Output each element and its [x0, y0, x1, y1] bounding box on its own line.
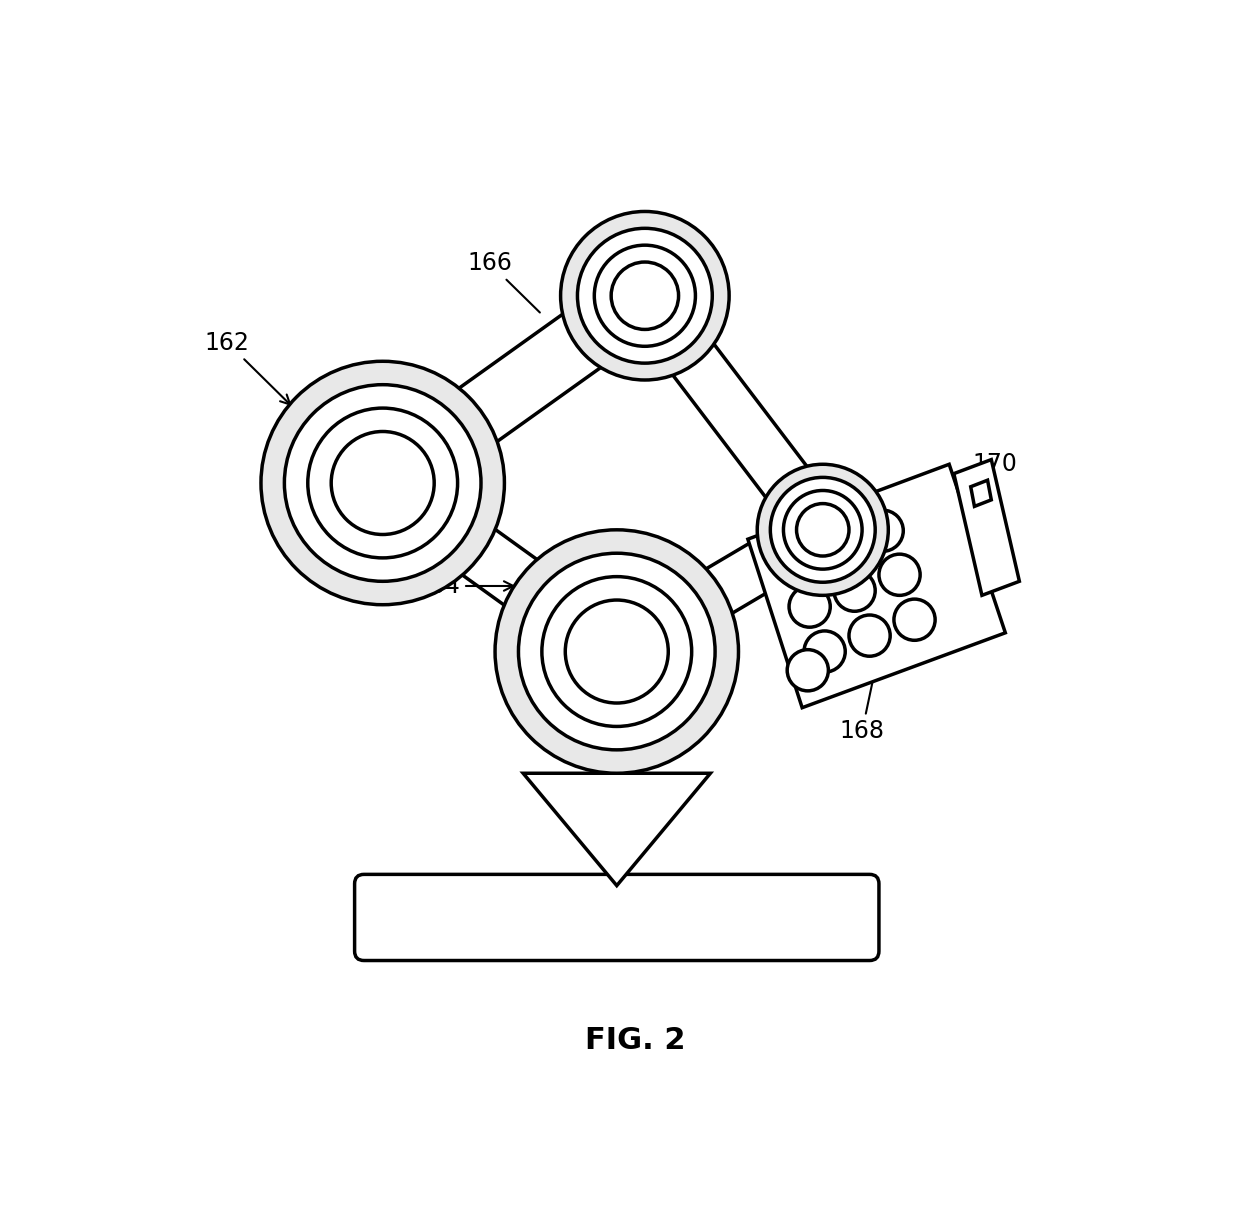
- Circle shape: [495, 530, 739, 773]
- Text: 170: 170: [972, 452, 1018, 483]
- Text: 168: 168: [839, 657, 884, 743]
- Circle shape: [787, 649, 828, 691]
- Circle shape: [879, 554, 920, 596]
- Polygon shape: [604, 507, 836, 674]
- Circle shape: [849, 615, 890, 657]
- Polygon shape: [954, 460, 1019, 596]
- Circle shape: [758, 465, 888, 596]
- Circle shape: [804, 631, 846, 672]
- Circle shape: [578, 229, 712, 364]
- Text: 166: 166: [467, 250, 539, 313]
- Circle shape: [611, 261, 678, 330]
- Circle shape: [817, 527, 858, 568]
- Circle shape: [560, 212, 729, 379]
- Circle shape: [862, 511, 903, 551]
- Circle shape: [796, 503, 849, 556]
- Circle shape: [331, 432, 434, 535]
- Circle shape: [784, 490, 862, 569]
- Text: FIG. 2: FIG. 2: [585, 1025, 686, 1054]
- Polygon shape: [971, 480, 991, 506]
- FancyBboxPatch shape: [355, 874, 879, 961]
- Text: 164: 164: [415, 574, 513, 598]
- Text: 162: 162: [205, 331, 290, 405]
- Circle shape: [260, 361, 505, 604]
- Circle shape: [770, 478, 875, 582]
- Polygon shape: [363, 269, 663, 510]
- Circle shape: [594, 246, 696, 347]
- Polygon shape: [748, 465, 1006, 708]
- Polygon shape: [366, 460, 634, 675]
- Polygon shape: [625, 280, 843, 546]
- Circle shape: [773, 542, 813, 584]
- Circle shape: [789, 586, 831, 627]
- Circle shape: [308, 409, 458, 558]
- Circle shape: [565, 599, 668, 703]
- Polygon shape: [523, 773, 711, 885]
- Circle shape: [835, 570, 875, 612]
- Circle shape: [542, 576, 692, 726]
- Circle shape: [894, 599, 935, 641]
- Circle shape: [284, 384, 481, 581]
- Circle shape: [518, 553, 715, 750]
